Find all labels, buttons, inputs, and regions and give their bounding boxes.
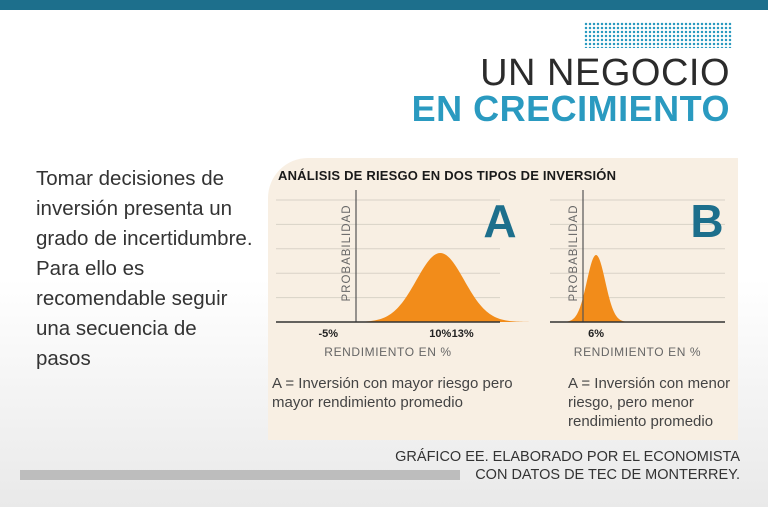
footer-bar (20, 470, 460, 480)
title-line-2: EN CRECIMIENTO (411, 88, 730, 129)
dot-pattern (584, 22, 732, 48)
distribution-curve (344, 253, 536, 322)
credit: GRÁFICO EE. ELABORADO POR EL ECONOMISTA … (395, 448, 740, 484)
chart-panel (268, 158, 738, 440)
panel-label: B (690, 195, 723, 247)
x-axis-label: RENDIMIENTO EN % (574, 345, 701, 359)
distribution-curve (559, 255, 633, 322)
panel-label: A (483, 195, 516, 247)
chart-a: PROBABILIDAD A -5% 10% 13%RENDIMIENTO EN % (276, 190, 536, 359)
x-tick-label: -5% (318, 328, 338, 340)
chart-b: PROBABILIDAD B 6% RENDIMIENTO EN % (550, 190, 725, 359)
x-tick-label: 6% (588, 328, 604, 340)
x-axis-label: RENDIMIENTO EN % (324, 345, 451, 359)
credit-line-1: GRÁFICO EE. ELABORADO POR EL ECONOMISTA (395, 449, 740, 465)
title-line-1: UN NEGOCIO (480, 52, 730, 94)
intro-text: Tomar decisiones de inversión presenta u… (36, 167, 253, 370)
chart-title: ANÁLISIS DE RIESGO EN DOS TIPOS DE INVER… (278, 168, 617, 183)
x-tick-label: 10% (429, 328, 451, 340)
x-tick-label: 13% (452, 328, 474, 340)
top-bar (0, 0, 768, 10)
caption-a: A = Inversión con mayor riesgo pero mayo… (272, 375, 513, 411)
y-axis-label: PROBABILIDAD (341, 205, 353, 302)
caption-b: A = Inversión con menor riesgo, pero men… (568, 375, 731, 430)
credit-line-2: CON DATOS DE TEC DE MONTERREY. (475, 467, 740, 483)
y-axis-label: PROBABILIDAD (568, 205, 580, 302)
